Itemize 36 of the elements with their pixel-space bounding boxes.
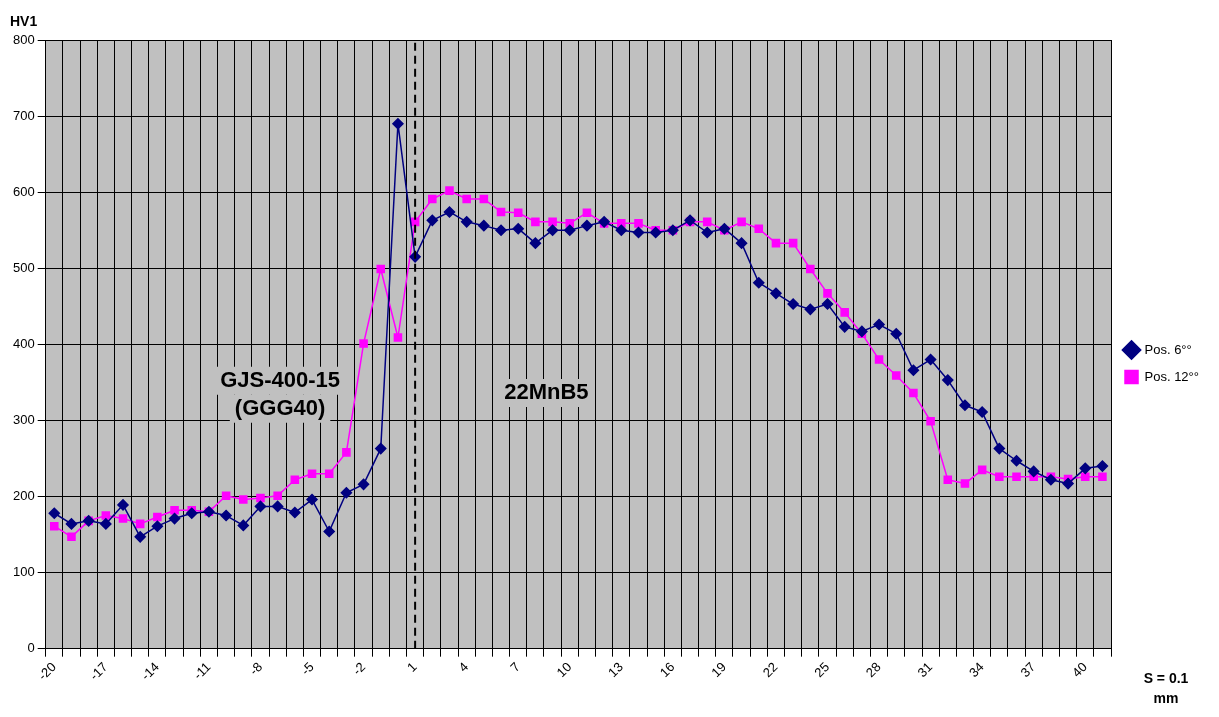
x-tick-label: 37 <box>1017 659 1039 681</box>
x-tick-label: 22 <box>759 659 781 681</box>
x-tick-label: -2 <box>349 659 369 679</box>
legend-label: Pos. 6°° <box>1144 341 1192 357</box>
y-tick-label: 100 <box>12 564 35 580</box>
x-tick-label: 31 <box>914 659 936 681</box>
x-tick-label: -14 <box>138 659 163 684</box>
x-tick-label: 19 <box>708 659 730 681</box>
x-tick-label: 10 <box>553 659 575 681</box>
y-tick-label: 200 <box>12 488 35 504</box>
y-tick-label: 400 <box>12 335 35 351</box>
x-tick-label: 40 <box>1069 659 1090 681</box>
x-tick-label: -8 <box>246 659 266 679</box>
x-tick-label: 16 <box>656 659 678 681</box>
x-tick-label: -17 <box>86 659 111 684</box>
x-tick-label: -11 <box>190 659 214 683</box>
x-tick-label: 7 <box>507 659 523 675</box>
y-tick-label: 700 <box>12 107 35 123</box>
x-tick-label: 25 <box>811 659 833 681</box>
annotation: 22MnB5 <box>504 379 589 405</box>
x-tick-label: -20 <box>35 659 59 684</box>
annotation: GJS-400-15 (GGG40) <box>220 366 340 420</box>
y-tick-label: 500 <box>12 259 35 275</box>
x-tick-label: 1 <box>404 659 420 675</box>
x-tick-label: 4 <box>455 659 472 675</box>
y-tick-label: 0 <box>27 640 35 656</box>
x-tick-label: 13 <box>605 659 626 681</box>
legend-label: Pos. 12°° <box>1144 368 1199 384</box>
x-axis-title: S = 0.1 mm <box>1143 669 1189 706</box>
x-tick-label: 34 <box>965 659 987 681</box>
y-tick-label: 800 <box>12 31 35 47</box>
y-tick-label: 600 <box>12 183 35 199</box>
y-tick-label: 300 <box>12 412 35 428</box>
y-axis-title: HV1 <box>10 12 38 29</box>
x-tick-label: 28 <box>862 659 884 681</box>
x-tick-label: -5 <box>297 659 317 679</box>
